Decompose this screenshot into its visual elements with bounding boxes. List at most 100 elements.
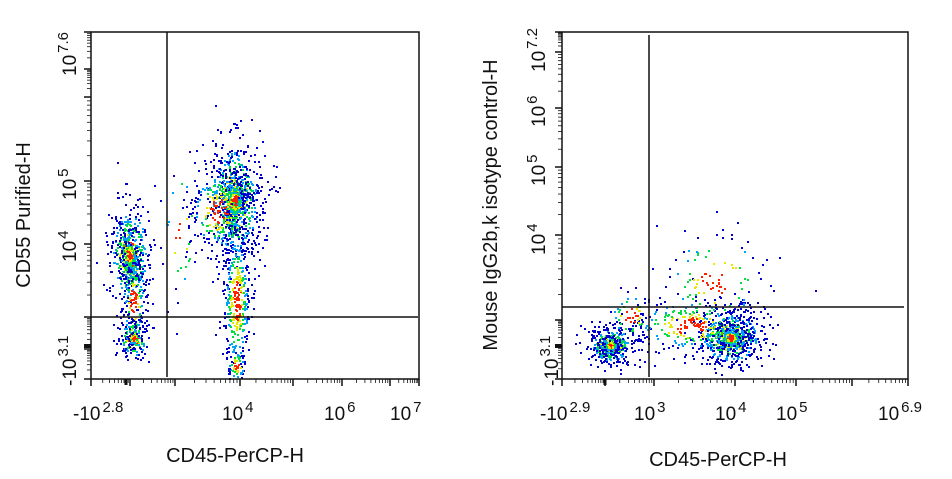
event-dot — [123, 250, 125, 252]
event-dot — [239, 188, 241, 190]
event-dot — [172, 192, 174, 194]
event-dot — [238, 364, 240, 366]
event-dot — [232, 322, 234, 324]
event-dot — [186, 206, 188, 208]
event-dot — [230, 208, 232, 210]
event-dot — [773, 358, 775, 360]
event-dot — [736, 352, 738, 354]
event-dot — [139, 289, 141, 291]
event-dot — [244, 323, 246, 325]
event-dot — [725, 330, 727, 332]
event-dot — [240, 217, 242, 219]
event-dot — [607, 349, 609, 351]
event-dot — [227, 340, 229, 342]
event-dot — [125, 352, 127, 354]
event-dot — [125, 311, 127, 313]
event-dot — [130, 305, 132, 307]
y-axis-label: CD55 Purified-H — [13, 142, 35, 288]
event-dot — [702, 357, 704, 359]
event-dot — [672, 345, 674, 347]
event-dot — [632, 332, 634, 334]
event-dot — [141, 236, 143, 238]
event-dot — [206, 238, 208, 240]
event-dot — [140, 297, 142, 299]
event-dot — [247, 185, 249, 187]
event-dot — [124, 335, 126, 337]
event-dot — [731, 364, 733, 366]
event-dot — [229, 291, 231, 293]
event-dot — [716, 285, 718, 287]
event-dot — [230, 217, 232, 219]
event-dot — [241, 286, 243, 288]
event-dot — [722, 343, 724, 345]
event-dot — [251, 243, 253, 245]
event-dot — [233, 279, 235, 281]
event-dot — [740, 308, 742, 310]
event-dot — [195, 197, 197, 199]
event-dot — [239, 183, 241, 185]
event-dot — [238, 279, 240, 281]
event-dot — [741, 357, 743, 359]
event-dot — [128, 322, 130, 324]
event-dot — [256, 212, 258, 214]
event-dot — [228, 347, 230, 349]
event-dot — [742, 334, 744, 336]
event-dot — [243, 250, 245, 252]
event-dot — [239, 308, 241, 310]
event-dot — [637, 340, 639, 342]
event-dot — [144, 270, 146, 272]
event-dot — [775, 344, 777, 346]
event-dot — [619, 341, 621, 343]
event-dot — [229, 319, 231, 321]
event-dot — [239, 211, 241, 213]
event-dot — [197, 201, 199, 203]
event-dot — [125, 243, 127, 245]
event-dot — [119, 223, 121, 225]
x-axis-label: CD45-PerCP-H — [166, 445, 304, 467]
event-dot — [243, 285, 245, 287]
event-dot — [234, 123, 236, 125]
event-dot — [234, 371, 236, 373]
event-dot — [687, 260, 689, 262]
event-dot — [655, 311, 657, 313]
event-dot — [126, 225, 128, 227]
event-dot — [228, 249, 230, 251]
event-dot — [618, 327, 620, 329]
event-dot — [229, 228, 231, 230]
event-dot — [727, 334, 729, 336]
event-dot — [626, 311, 628, 313]
event-dot — [684, 362, 686, 364]
event-dot — [191, 215, 193, 217]
event-dot — [258, 161, 260, 163]
event-dot — [709, 363, 711, 365]
event-dot — [112, 295, 114, 297]
event-dot — [96, 262, 98, 264]
event-dot — [226, 252, 228, 254]
event-dot — [629, 330, 631, 332]
event-dot — [675, 342, 677, 344]
event-dot — [130, 229, 132, 231]
event-dot — [235, 309, 237, 311]
event-dot — [253, 293, 255, 295]
event-dot — [717, 329, 719, 331]
event-dot — [215, 207, 217, 209]
event-dot — [580, 325, 582, 327]
event-dot — [696, 351, 698, 353]
event-dot — [185, 266, 187, 268]
event-dot — [756, 323, 758, 325]
event-dot — [255, 189, 257, 191]
event-dot — [149, 244, 151, 246]
event-dot — [746, 342, 748, 344]
event-dot — [239, 275, 241, 277]
event-dot — [248, 232, 250, 234]
event-dot — [636, 308, 638, 310]
event-dot — [247, 175, 249, 177]
event-dot — [135, 344, 137, 346]
event-dot — [247, 298, 249, 300]
event-dot — [231, 177, 233, 179]
event-dot — [231, 330, 233, 332]
event-dot — [142, 273, 144, 275]
event-dot — [242, 228, 244, 230]
event-dot — [244, 361, 246, 363]
event-dot — [240, 352, 242, 354]
